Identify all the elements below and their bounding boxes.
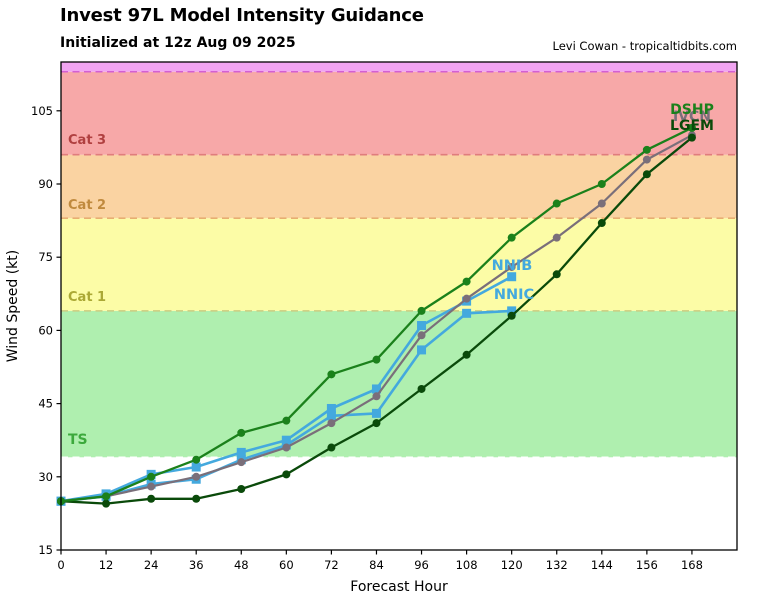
- x-tick-label-48: 48: [234, 558, 249, 572]
- annotation-ivcn: IVCN: [673, 109, 711, 125]
- series-marker-LGEM-h168: [687, 133, 696, 142]
- series-marker-DSHP-h156: [642, 145, 651, 154]
- band-Cat2: [61, 154, 737, 219]
- series-marker-DSHP-h48: [237, 428, 246, 437]
- series-marker-NNIC-h84: [371, 408, 381, 418]
- series-marker-LGEM-h156: [642, 170, 651, 179]
- series-marker-LGEM-h132: [552, 270, 561, 279]
- x-tick-label-96: 96: [414, 558, 429, 572]
- series-marker-DSHP-h96: [417, 306, 426, 315]
- series-marker-DSHP-h24: [147, 472, 156, 481]
- series-marker-NNIB-h84: [371, 384, 381, 394]
- annotation-dshp: DSHP: [670, 102, 714, 118]
- x-tick-label-132: 132: [546, 558, 568, 572]
- band-TS: [61, 310, 737, 458]
- series-marker-IVCN-h72: [327, 419, 336, 428]
- x-tick-label-36: 36: [189, 558, 204, 572]
- y-tick-label-105: 105: [31, 104, 53, 118]
- y-tick-label-30: 30: [38, 470, 53, 484]
- page-title: Invest 97L Model Intensity Guidance: [60, 5, 424, 26]
- y-tick-label-15: 15: [38, 543, 53, 557]
- series-marker-LGEM-h24: [147, 494, 156, 503]
- series-marker-IVCN-h144: [597, 199, 606, 208]
- annotation-cat-1: Cat 1: [68, 290, 106, 305]
- series-marker-NNIB-h96: [417, 321, 427, 331]
- series-marker-NNIC-h72: [326, 411, 336, 421]
- series-marker-DSHP-h60: [282, 416, 291, 425]
- y-tick-label-90: 90: [38, 177, 53, 191]
- series-marker-IVCN-h60: [282, 443, 291, 452]
- band-Cat4plus: [61, 62, 737, 72]
- x-tick-label-84: 84: [369, 558, 384, 572]
- series-marker-IVCN-h48: [237, 458, 246, 467]
- series-marker-DSHP-h36: [192, 455, 201, 464]
- series-marker-IVCN-h36: [192, 472, 201, 481]
- series-marker-LGEM-h84: [372, 419, 381, 428]
- x-tick-label-120: 120: [501, 558, 523, 572]
- annotation-nnic: NNIC: [494, 287, 534, 303]
- series-marker-LGEM-h36: [192, 494, 201, 503]
- band-Cat3: [61, 71, 737, 155]
- series-marker-IVCN-h96: [417, 331, 426, 340]
- series-marker-NNIB-h48: [236, 447, 246, 457]
- band-Cat1: [61, 218, 737, 311]
- series-marker-DSHP-h132: [552, 199, 561, 208]
- x-tick-label-108: 108: [456, 558, 478, 572]
- x-tick-label-0: 0: [57, 558, 64, 572]
- y-tick-label-75: 75: [38, 250, 53, 264]
- annotation-ts: TS: [68, 432, 88, 448]
- y-tick-label-60: 60: [38, 323, 53, 337]
- series-marker-IVCN-h156: [642, 155, 651, 164]
- series-marker-DSHP-h144: [597, 180, 606, 188]
- series-marker-DSHP-h120: [507, 233, 516, 242]
- series-marker-LGEM-h72: [327, 443, 336, 452]
- series-marker-DSHP-h108: [462, 277, 471, 286]
- x-tick-label-168: 168: [681, 558, 703, 572]
- x-tick-label-24: 24: [144, 558, 159, 572]
- annotation-lgem: LGEM: [670, 118, 714, 134]
- series-marker-LGEM-h108: [462, 350, 471, 359]
- series-marker-DSHP-h168: [687, 123, 696, 132]
- series-marker-LGEM-h12: [102, 499, 111, 508]
- series-marker-NNIB-h36: [191, 462, 201, 472]
- series-marker-LGEM-h48: [237, 485, 246, 493]
- series-marker-IVCN-h132: [552, 233, 561, 242]
- series-marker-IVCN-h24: [147, 482, 156, 491]
- series-marker-NNIC-h96: [417, 345, 427, 355]
- series-marker-DSHP-h84: [372, 355, 381, 364]
- chart-credit: Levi Cowan - tropicaltidbits.com: [552, 39, 738, 53]
- series-marker-NNIC-h120: [507, 306, 517, 316]
- series-marker-LGEM-h120: [507, 311, 516, 320]
- series-marker-LGEM-h144: [597, 219, 606, 228]
- series-marker-LGEM-h96: [417, 384, 426, 393]
- series-marker-DSHP-h72: [327, 370, 336, 379]
- series-marker-IVCN-h84: [372, 392, 381, 401]
- y-axis-title: Wind Speed (kt): [5, 250, 21, 363]
- series-marker-NNIB-h72: [326, 403, 336, 413]
- x-tick-label-60: 60: [279, 558, 294, 572]
- series-marker-IVCN-h120: [507, 262, 516, 271]
- x-tick-label-12: 12: [99, 558, 114, 572]
- x-tick-label-144: 144: [591, 558, 613, 572]
- series-marker-LGEM-h60: [282, 470, 291, 479]
- annotation-nnib: NNIB: [492, 258, 533, 274]
- x-axis-title: Forecast Hour: [350, 579, 448, 595]
- plot-border: [60, 61, 738, 551]
- x-tick-label-72: 72: [324, 558, 339, 572]
- series-marker-NNIC-h108: [462, 308, 472, 318]
- series-marker-IVCN-h108: [462, 294, 471, 303]
- chart-subtitle: Initialized at 12z Aug 09 2025: [60, 35, 296, 51]
- annotation-cat-3: Cat 3: [68, 133, 106, 148]
- series-marker-NNIB-h60: [281, 435, 291, 445]
- annotation-cat-2: Cat 2: [68, 198, 106, 213]
- series-marker-DSHP-h12: [102, 492, 111, 501]
- series-marker-NNIB-h120: [507, 272, 517, 282]
- x-tick-label-156: 156: [636, 558, 658, 572]
- y-tick-label-45: 45: [38, 397, 53, 411]
